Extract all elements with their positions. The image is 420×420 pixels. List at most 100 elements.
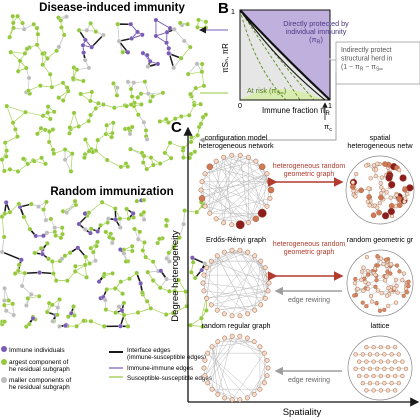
network-node <box>67 250 73 256</box>
ring-edge <box>201 161 217 182</box>
ring-edge <box>204 155 241 207</box>
network-node <box>110 120 116 126</box>
network-node <box>2 168 7 174</box>
ring-edge <box>211 388 233 400</box>
ring-node <box>202 171 208 177</box>
network-node <box>157 285 163 291</box>
network-node <box>84 274 89 280</box>
network-node <box>142 240 147 245</box>
network-node <box>81 318 86 324</box>
ring-node <box>222 395 228 401</box>
network-node <box>23 109 28 115</box>
lattice-node <box>371 345 376 350</box>
ring-edge <box>255 161 271 182</box>
disk-network <box>347 335 413 401</box>
network-node <box>188 139 194 145</box>
ring-node <box>198 195 206 202</box>
network-node <box>25 161 31 167</box>
text-line: (1 − π <box>341 64 360 71</box>
disk-node <box>351 188 356 194</box>
network-node <box>186 113 192 118</box>
network-edge <box>185 291 188 307</box>
ring-edge <box>201 166 263 199</box>
disk-node <box>384 274 389 279</box>
lattice-node <box>375 381 380 386</box>
ring-edge <box>209 155 241 214</box>
disk-node <box>373 173 378 179</box>
network-node <box>181 221 187 227</box>
network-node <box>17 58 23 64</box>
network-edge <box>10 51 25 54</box>
network-node <box>0 249 5 255</box>
network-node <box>164 40 169 46</box>
disk-node <box>375 288 380 293</box>
ring-edge <box>207 336 241 384</box>
network-node <box>191 102 197 108</box>
disk-network <box>346 249 414 317</box>
disk-node <box>365 269 371 274</box>
network-node <box>153 17 159 23</box>
network-node <box>44 309 50 315</box>
text-line: (immune-susceptible edges) <box>127 354 206 361</box>
network-edge <box>90 320 105 327</box>
ring-node <box>214 253 220 259</box>
network-node <box>190 255 195 261</box>
edge-layer <box>1 15 207 172</box>
ring-edge <box>223 173 268 223</box>
lattice-node <box>385 345 391 350</box>
network-node <box>130 211 136 216</box>
lattice-node <box>378 373 383 379</box>
curve-boundary <box>239 9 326 101</box>
disk-node <box>372 266 378 271</box>
network-node <box>45 240 50 246</box>
node-layer <box>0 198 209 330</box>
network-node <box>35 31 41 37</box>
network-node <box>128 86 134 92</box>
ring-edge <box>207 337 225 383</box>
network-node <box>103 131 109 137</box>
network-node <box>199 267 204 273</box>
lattice-node <box>371 373 376 379</box>
network-node <box>150 259 156 265</box>
text-line: Directly protected by <box>283 19 349 28</box>
lattice-node <box>400 373 405 379</box>
network-node <box>83 37 88 43</box>
network-node <box>11 25 16 31</box>
ring-node <box>221 249 227 255</box>
ring-edge <box>203 290 266 299</box>
network-node <box>194 61 200 67</box>
node-layer <box>0 14 209 174</box>
network-node <box>188 91 193 97</box>
network-node <box>128 102 134 107</box>
network-node <box>123 259 129 264</box>
plot-b-xlabel: Immune fraction πR <box>262 106 330 117</box>
ring-edge <box>204 181 271 207</box>
network-node <box>189 134 194 140</box>
ring-node <box>257 208 267 218</box>
disk-node <box>405 191 410 197</box>
network-edge <box>95 150 108 161</box>
network-node <box>129 94 135 99</box>
disk-node <box>388 203 395 209</box>
disk-node <box>381 261 386 267</box>
network-node <box>195 24 200 30</box>
disk-node <box>401 293 406 298</box>
ring-node <box>215 391 221 397</box>
network-node <box>70 75 76 81</box>
label-het-rgg-mid: heterogeneous random geometric graph <box>273 241 346 256</box>
network-edge <box>6 105 26 113</box>
network-node <box>88 112 93 118</box>
network-node <box>180 145 186 151</box>
lattice-node <box>367 366 373 371</box>
disk-node <box>374 278 379 283</box>
network-node <box>95 239 100 245</box>
network-node <box>109 130 115 136</box>
network-node <box>125 79 131 85</box>
ring-node <box>264 357 270 363</box>
network-node <box>121 312 127 318</box>
disk-node <box>393 300 399 305</box>
network-edge <box>102 201 116 209</box>
ring-node <box>200 280 206 286</box>
label-indirectly-protected: Indirectly protect structural herd in (1 −… <box>341 47 392 73</box>
ring-edge <box>216 212 263 220</box>
